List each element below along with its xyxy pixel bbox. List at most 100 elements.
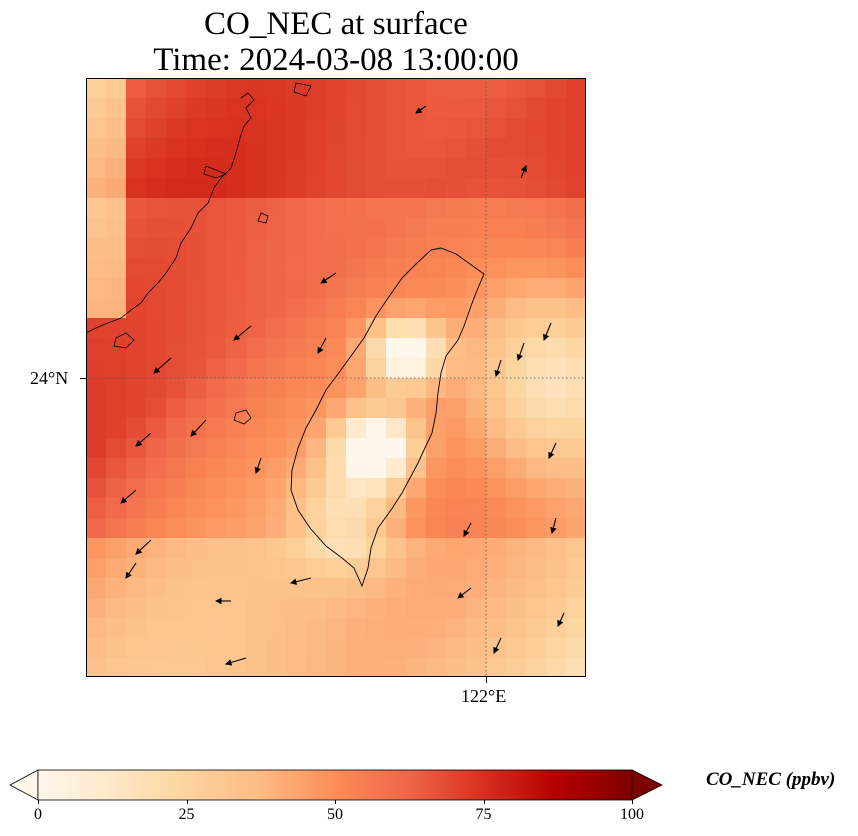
concentration-cell — [546, 458, 567, 479]
concentration-cell — [346, 98, 367, 119]
concentration-cell — [366, 558, 387, 579]
concentration-cell — [326, 78, 347, 99]
concentration-cell — [406, 338, 427, 359]
concentration-cell — [266, 618, 287, 639]
concentration-cell — [146, 658, 167, 677]
concentration-cell — [166, 158, 187, 179]
concentration-cell — [566, 98, 586, 119]
map-plot[interactable] — [86, 78, 586, 677]
concentration-cell — [426, 618, 447, 639]
colorbar-tick-label: 75 — [475, 806, 492, 823]
concentration-cell — [546, 418, 567, 439]
concentration-cell — [506, 318, 527, 339]
concentration-cell — [466, 218, 487, 239]
concentration-cell — [446, 118, 467, 139]
concentration-cell — [466, 278, 487, 299]
concentration-cell — [546, 378, 567, 399]
concentration-cell — [326, 338, 347, 359]
concentration-cell — [306, 578, 327, 599]
concentration-cell — [466, 458, 487, 479]
concentration-cell — [566, 398, 586, 419]
concentration-cell — [166, 658, 187, 677]
concentration-cell — [486, 558, 507, 579]
concentration-cell — [346, 258, 367, 279]
concentration-cell — [246, 618, 267, 639]
concentration-cell — [426, 238, 447, 259]
concentration-cell — [366, 578, 387, 599]
concentration-cell — [126, 558, 147, 579]
concentration-cell — [426, 658, 447, 677]
wind-arrow — [493, 637, 502, 654]
concentration-cell — [366, 298, 387, 319]
concentration-cell — [386, 278, 407, 299]
concentration-cell — [546, 338, 567, 359]
concentration-cell — [506, 278, 527, 299]
concentration-cell — [486, 398, 507, 419]
concentration-cell — [86, 598, 107, 619]
concentration-cell — [406, 298, 427, 319]
concentration-cell — [266, 238, 287, 259]
wind-arrow — [550, 517, 557, 535]
concentration-cell — [466, 398, 487, 419]
concentration-cell — [246, 298, 267, 319]
concentration-cell — [286, 98, 307, 119]
concentration-cell — [286, 498, 307, 519]
concentration-cell — [86, 478, 107, 499]
concentration-cell — [206, 538, 227, 559]
concentration-cell — [426, 158, 447, 179]
concentration-cell — [266, 298, 287, 319]
concentration-cell — [186, 158, 207, 179]
concentration-cell — [86, 118, 107, 139]
concentration-cell — [186, 358, 207, 379]
concentration-cell — [86, 658, 107, 677]
concentration-cell — [186, 638, 207, 659]
concentration-cell — [406, 398, 427, 419]
concentration-cell — [166, 198, 187, 219]
concentration-cell — [526, 498, 547, 519]
concentration-cell — [486, 178, 507, 199]
concentration-cell — [206, 578, 227, 599]
concentration-cell — [86, 178, 107, 199]
concentration-cell — [226, 298, 247, 319]
concentration-cell — [326, 198, 347, 219]
concentration-cell — [546, 198, 567, 219]
concentration-cell — [366, 418, 387, 439]
concentration-cell — [86, 278, 107, 299]
concentration-cell — [566, 558, 586, 579]
concentration-cell — [546, 138, 567, 159]
concentration-cell — [486, 118, 507, 139]
concentration-cell — [386, 638, 407, 659]
concentration-cell — [506, 178, 527, 199]
concentration-cell — [406, 598, 427, 619]
concentration-cell — [506, 118, 527, 139]
concentration-cell — [526, 598, 547, 619]
concentration-cell — [186, 418, 207, 439]
concentration-cell — [446, 578, 467, 599]
concentration-cell — [286, 638, 307, 659]
concentration-cell — [346, 358, 367, 379]
concentration-cell — [206, 258, 227, 279]
concentration-cell — [166, 518, 187, 539]
concentration-cell — [486, 538, 507, 559]
concentration-cell — [426, 438, 447, 459]
concentration-cell — [446, 638, 467, 659]
concentration-cell — [186, 118, 207, 139]
concentration-cell — [366, 338, 387, 359]
concentration-cell — [126, 338, 147, 359]
concentration-cell — [386, 438, 407, 459]
concentration-cell — [186, 378, 207, 399]
concentration-cell — [106, 258, 127, 279]
concentration-cell — [206, 658, 227, 677]
concentration-cell — [326, 238, 347, 259]
concentration-cell — [346, 298, 367, 319]
concentration-cell — [466, 138, 487, 159]
concentration-cell — [146, 78, 167, 99]
colorbar-tick-mark — [38, 800, 39, 804]
concentration-cell — [386, 558, 407, 579]
concentration-cell — [466, 318, 487, 339]
concentration-cell — [406, 558, 427, 579]
concentration-cell — [286, 598, 307, 619]
concentration-cell — [446, 198, 467, 219]
concentration-cell — [246, 578, 267, 599]
concentration-cell — [386, 178, 407, 199]
